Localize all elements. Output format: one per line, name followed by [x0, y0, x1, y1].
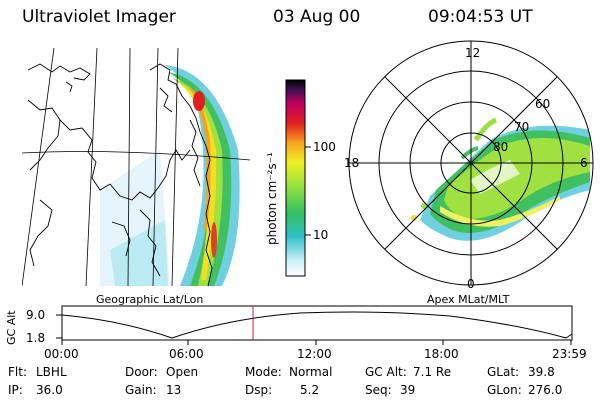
auroral-peak — [193, 91, 205, 111]
geographic-caption: Geographic Lat/Lon — [96, 293, 204, 306]
time-label: 09:04:53 UT — [428, 7, 533, 27]
mlt-label-12: 12 — [465, 46, 481, 60]
geographic-map — [22, 48, 250, 286]
colorbar — [285, 79, 306, 277]
altitude-curve — [61, 311, 573, 339]
colorbar-label-100: 100 — [313, 140, 336, 154]
time-tick-2359: 23:59 — [552, 347, 587, 361]
glat-label: GLat: — [487, 365, 520, 379]
time-tick-0000: 00:00 — [44, 347, 79, 361]
ip-value: 36.0 — [36, 383, 63, 397]
mlat-label-70: 70 — [514, 120, 530, 134]
seq-value: 39 — [400, 383, 416, 397]
gain-label: Gain: — [125, 383, 157, 397]
dsp-label: Dsp: — [245, 383, 273, 397]
gain-value: 13 — [166, 383, 182, 397]
dsp-value: 5.2 — [300, 383, 320, 397]
date-label: 03 Aug 00 — [273, 7, 361, 27]
glon-label: GLon: — [487, 383, 522, 397]
mlat-label-60: 60 — [535, 97, 551, 111]
mlat-label-80: 80 — [493, 140, 509, 154]
altitude-plot — [56, 305, 573, 345]
seq-label: Seq: — [365, 383, 392, 397]
time-tick-1200: 12:00 — [297, 347, 332, 361]
mode-value: Normal — [289, 365, 333, 379]
altitude-ytick-9: 9.0 — [26, 308, 46, 322]
time-tick-1800: 18:00 — [424, 347, 459, 361]
time-tick-0600: 06:00 — [169, 347, 204, 361]
altitude-ylabel: GC Alt — [5, 310, 18, 345]
colorbar-unit-label: photon cm⁻²s⁻¹ — [265, 152, 279, 245]
gcalt-value: 7.1 Re — [413, 365, 452, 379]
mlt-label-0: 0 — [467, 277, 475, 291]
mlt-label-6: 6 — [580, 156, 588, 170]
instrument-title: Ultraviolet Imager — [22, 7, 176, 27]
flt-value: LBHL — [36, 365, 67, 379]
door-value: Open — [166, 365, 199, 379]
mlt-label-18: 18 — [344, 156, 360, 170]
ip-label: IP: — [8, 383, 23, 397]
altitude-ytick-1-8: 1.8 — [26, 331, 46, 345]
door-label: Door: — [125, 365, 158, 379]
mode-label: Mode: — [245, 365, 282, 379]
apex-caption: Apex MLat/MLT — [427, 293, 510, 306]
gcalt-label: GC Alt: — [365, 365, 407, 379]
glon-value: 276.0 — [528, 383, 563, 397]
glat-value: 39.8 — [528, 365, 555, 379]
flt-label: Flt: — [8, 365, 27, 379]
colorbar-label-10: 10 — [313, 228, 329, 242]
polar-plot — [348, 40, 594, 286]
